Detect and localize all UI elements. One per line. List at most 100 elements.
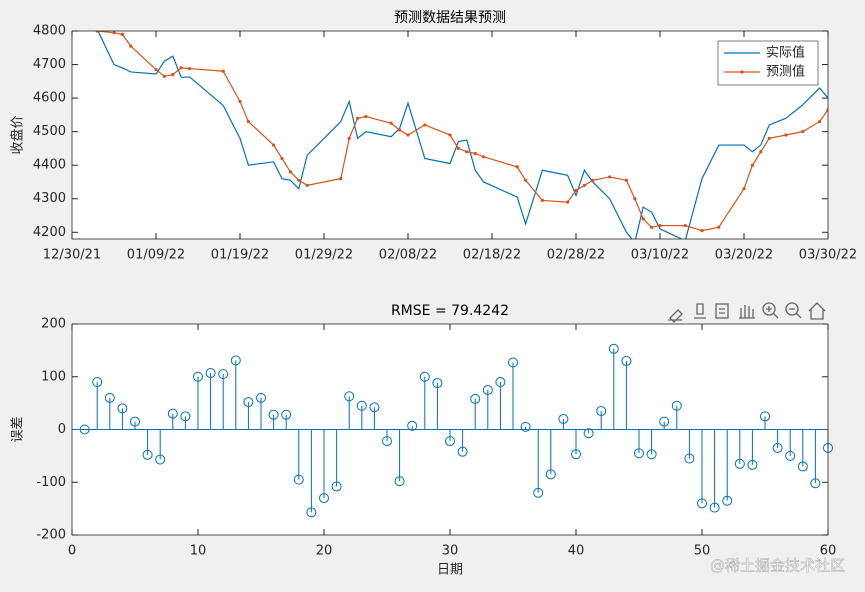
- point-marker: [683, 223, 687, 228]
- stem-marker: [155, 454, 166, 465]
- point-marker: [272, 143, 276, 147]
- x-tick-label: 02/28/22: [547, 248, 605, 263]
- x-tick-label: 01/29/22: [295, 248, 353, 263]
- select-icon[interactable]: [715, 303, 729, 319]
- stem-marker: [256, 392, 266, 403]
- point-marker: [540, 198, 545, 203]
- home-icon[interactable]: [808, 302, 826, 320]
- y-tick-label: 4600: [33, 91, 66, 106]
- stem-marker: [621, 355, 632, 366]
- stem-marker: [722, 495, 733, 506]
- stem-marker: [608, 343, 619, 354]
- point-marker: [389, 121, 393, 125]
- stem-marker: [394, 476, 405, 487]
- legend-box: [717, 40, 819, 86]
- zoom-out-icon[interactable]: [785, 302, 802, 319]
- stem-marker: [130, 416, 140, 427]
- stem-marker: [331, 481, 342, 492]
- point-marker: [784, 133, 788, 137]
- stem-marker: [281, 409, 292, 420]
- stem-marker: [785, 450, 796, 461]
- y-tick-label: 100: [41, 369, 66, 384]
- axes-box: [71, 30, 829, 240]
- point-marker: [129, 44, 133, 48]
- stem-marker: [193, 371, 203, 382]
- point-marker: [515, 165, 519, 169]
- zoom-in-icon[interactable]: [762, 302, 779, 319]
- brush-icon[interactable]: [668, 309, 683, 323]
- x-tick-label: 02/08/22: [379, 248, 437, 263]
- x-axis-label: 日期: [437, 563, 463, 578]
- point-marker: [246, 119, 250, 124]
- y-axis-label: 收盘价: [10, 115, 26, 154]
- stem-marker: [432, 378, 443, 389]
- stem-marker: [671, 400, 682, 411]
- legend-marker: [740, 70, 744, 74]
- point-marker: [456, 146, 460, 151]
- point-marker: [297, 178, 301, 182]
- data-tip-icon[interactable]: [694, 303, 706, 319]
- y-tick-label: -100: [36, 475, 66, 490]
- stem-marker: [344, 391, 355, 402]
- stem-marker: [230, 355, 241, 366]
- legend-label: 实际值: [766, 45, 805, 61]
- point-marker: [406, 133, 410, 137]
- stem-marker: [407, 420, 418, 431]
- point-marker: [238, 99, 242, 104]
- y-tick-label: 4400: [33, 158, 66, 173]
- point-marker: [566, 200, 570, 204]
- point-marker: [591, 178, 595, 182]
- pan-icon[interactable]: [739, 305, 755, 319]
- plot-content: [95, 31, 828, 239]
- point-marker: [120, 32, 124, 36]
- stem-marker: [369, 402, 380, 413]
- stem-marker: [772, 442, 783, 453]
- x-tick-label: 30: [442, 544, 459, 559]
- stem-marker: [79, 424, 90, 435]
- stem-marker: [382, 436, 392, 447]
- point-marker: [179, 66, 183, 70]
- y-tick-label: -200: [36, 528, 66, 543]
- stem-marker: [558, 413, 569, 424]
- stem-marker: [659, 416, 670, 427]
- point-marker: [171, 73, 175, 77]
- stem-marker: [571, 449, 581, 460]
- x-tick-label: 03/30/22: [799, 248, 857, 263]
- y-tick-label: 4500: [33, 124, 66, 139]
- stem-marker: [218, 369, 229, 380]
- point-marker: [398, 128, 402, 132]
- series-line: [97, 31, 828, 232]
- point-marker: [650, 225, 654, 229]
- stem-marker: [167, 408, 178, 419]
- stem-marker: [709, 502, 720, 513]
- stem-marker: [797, 461, 808, 472]
- point-marker: [624, 178, 629, 182]
- legend-label: 预测值: [766, 64, 805, 80]
- stem-marker: [268, 409, 279, 420]
- stem-marker: [734, 458, 745, 469]
- point-marker: [356, 116, 360, 120]
- x-tick-label: 12/30/21: [43, 248, 101, 263]
- stem-marker: [92, 377, 103, 388]
- y-tick-label: 4200: [33, 225, 66, 240]
- plot-content: [72, 343, 833, 518]
- stem-marker: [117, 403, 128, 414]
- stem-marker: [508, 357, 518, 368]
- x-tick-label: 03/20/22: [715, 248, 773, 263]
- point-marker: [162, 74, 166, 78]
- stem-marker: [684, 453, 695, 464]
- x-tick-label: 03/10/22: [631, 248, 689, 263]
- stem-marker: [747, 459, 758, 470]
- point-marker: [582, 183, 587, 187]
- point-marker: [221, 69, 225, 73]
- stem-marker: [545, 469, 556, 480]
- point-marker: [742, 187, 746, 191]
- stem-marker: [697, 498, 707, 509]
- chart-title: 预测数据结果预测: [394, 10, 506, 26]
- point-marker: [154, 67, 158, 72]
- point-marker: [717, 225, 721, 229]
- y-tick-label: 200: [41, 317, 66, 332]
- stem-marker: [293, 474, 304, 485]
- point-marker: [608, 175, 612, 179]
